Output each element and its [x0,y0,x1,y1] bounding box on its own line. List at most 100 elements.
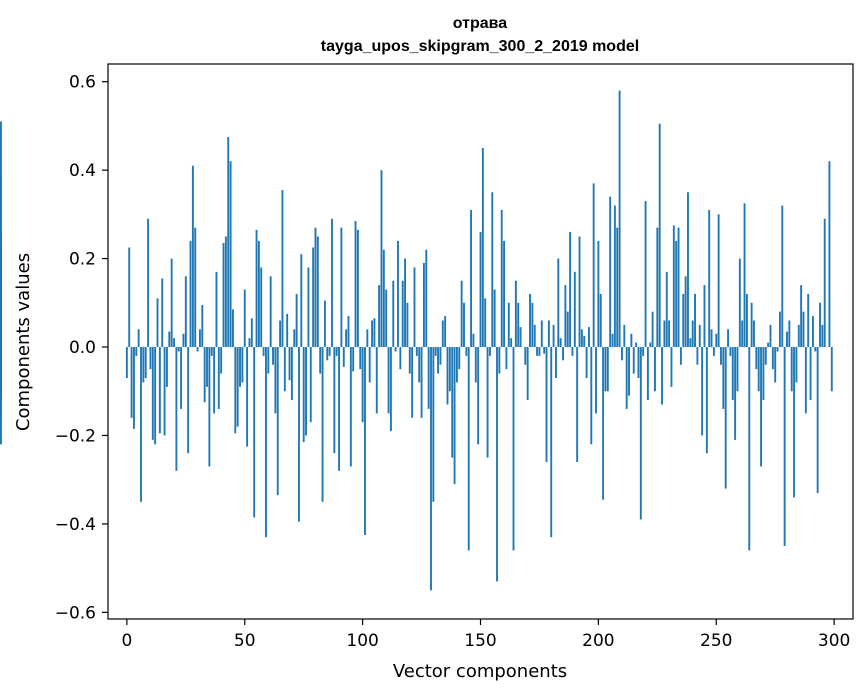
bar-240 [691,320,694,348]
bar-212 [625,347,628,409]
bar-139 [453,347,456,485]
bar-59 [265,347,267,538]
bar-98 [356,229,359,348]
bar-190 [573,271,576,348]
bar-256 [729,347,732,356]
bar-264 [748,347,751,551]
bar-0 [125,347,128,378]
bar-148 [474,347,477,383]
bar-291 [811,316,814,348]
bar-254 [724,347,727,489]
bar-145 [467,347,470,551]
bar-181 [552,324,555,348]
bar-210 [621,347,623,361]
bar-54 [253,347,256,518]
bar-76 [305,347,307,436]
bar-100 [361,347,364,423]
bar-27 [189,240,192,348]
bar-110 [385,289,388,348]
bar-13 [156,298,159,348]
bar-204 [606,347,609,392]
bar-187 [566,311,569,348]
bar-30 [196,347,199,352]
bar-77 [307,267,310,348]
bar-31 [199,329,201,348]
bar-73 [298,347,300,522]
bar-79 [312,247,315,348]
bar-132 [437,347,440,374]
bar-257 [731,347,734,401]
bar-189 [571,347,574,356]
bar-32 [201,305,204,348]
bar-281 [788,320,791,348]
bar-52 [248,338,251,348]
bar-218 [639,347,642,520]
bar-174 [536,347,539,356]
bar-251 [717,214,720,348]
bar-134 [441,320,444,348]
bar-51 [246,347,249,447]
bar-136 [446,347,449,405]
bar-62 [272,347,274,365]
bar-241 [694,293,696,348]
bar-66 [281,190,284,348]
bar-151 [481,148,484,348]
bar-229 [665,271,668,348]
bar-72 [295,293,298,348]
bar-221 [646,347,649,401]
bar-260 [738,258,741,348]
bar-46 [234,347,237,434]
bar-39 [217,347,220,409]
bar-270 [762,347,765,401]
bar-147 [472,333,475,348]
bar-226 [658,123,661,348]
bar-95 [349,347,352,467]
y-tick-label: −0.2 [55,426,96,446]
bar-164 [512,347,515,551]
bar-56 [257,240,260,348]
bar-272 [767,342,770,348]
bar-287 [802,311,805,348]
chart-title: отрава [453,15,508,32]
bar-224 [654,347,656,392]
bar-107 [378,285,381,348]
bar-228 [663,320,666,348]
bar-130 [432,347,435,502]
bar-154 [488,347,491,356]
bar-15 [161,278,164,348]
bar-109 [382,249,385,348]
bar-142 [460,280,463,348]
bar-152 [484,298,487,348]
x-tick-label: 200 [582,631,614,651]
bar-214 [630,333,633,348]
bar-99 [359,347,362,370]
bar-216 [635,342,638,348]
bar-166 [517,302,520,348]
bar-177 [543,347,546,354]
y-tick-label: 0.4 [69,161,96,181]
bar-108 [380,170,383,348]
bar-120 [408,347,411,374]
bar-280 [786,331,788,348]
bar-42 [224,236,227,348]
bar-276 [776,347,779,352]
bar-176 [540,320,543,348]
bar-209 [618,90,621,348]
y-axis-ticks: −0.6 −0.4 −0.2 0.0 0.2 0.4 0.6 [55,73,108,623]
bar-249 [712,347,715,356]
y-tick-label: 0.6 [69,73,96,93]
bar-78 [309,347,312,423]
bar-331 [0,293,2,348]
bar-220 [644,201,647,348]
bar-233 [675,240,678,348]
bar-33 [203,347,206,403]
bar-89 [335,347,338,356]
bar-129 [430,347,432,591]
bar-55 [255,229,258,348]
bar-14 [158,347,161,434]
bar-141 [458,347,461,370]
bar-103 [368,347,371,383]
bar-235 [679,347,682,365]
bar-161 [505,347,508,370]
